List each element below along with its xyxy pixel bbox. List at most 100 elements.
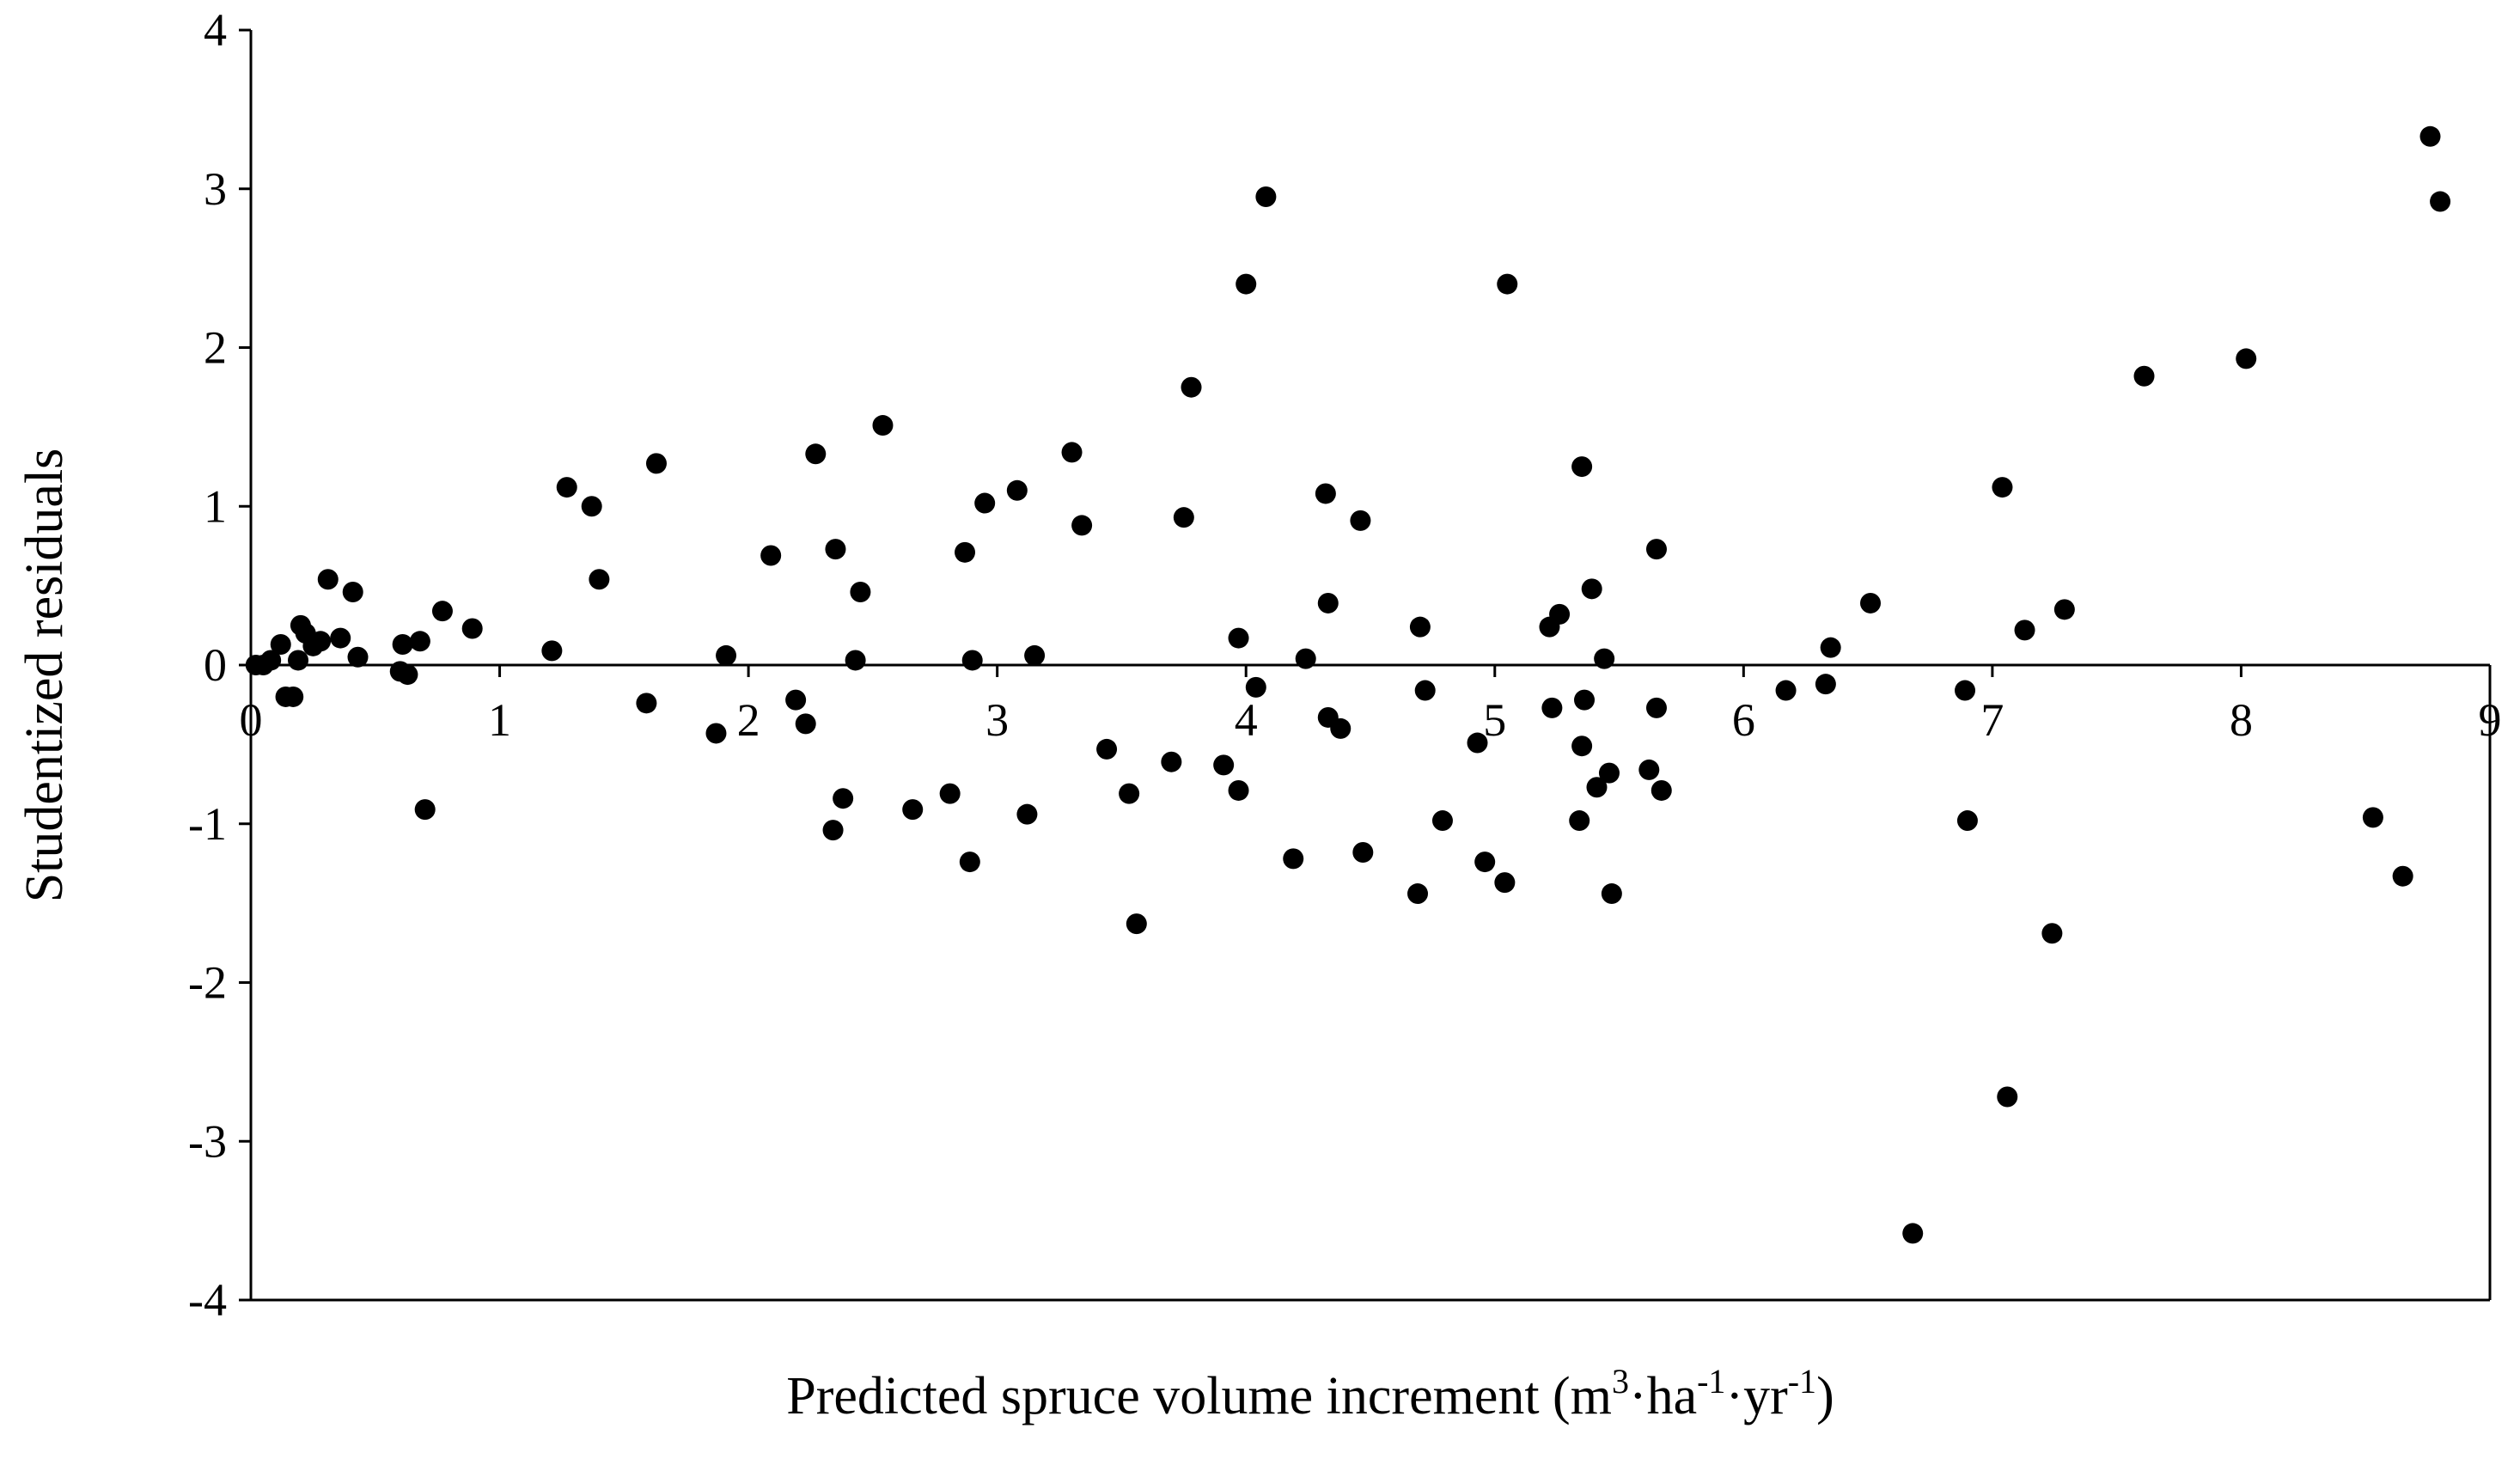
data-point [1571, 736, 1593, 757]
data-point [795, 713, 816, 735]
data-point [959, 852, 980, 873]
x-tick-label: 4 [1235, 694, 1258, 746]
data-point [1016, 803, 1038, 825]
data-point [397, 664, 418, 686]
x-tick-label: 5 [1483, 694, 1506, 746]
data-point [1571, 456, 1593, 478]
x-tick-labels: 0 1 2 3 4 5 6 7 8 9 [240, 694, 2502, 746]
y-tick-label: 0 [204, 639, 227, 691]
y-tick-label: -1 [188, 798, 227, 850]
data-point [589, 569, 610, 590]
data-point [1586, 777, 1608, 798]
data-point [288, 650, 309, 671]
y-tick-label: 3 [204, 163, 227, 215]
data-point [1955, 680, 1976, 701]
data-point [955, 541, 976, 563]
data-point [556, 477, 577, 498]
data-point [872, 415, 894, 436]
data-point [1775, 680, 1797, 701]
data-point [1071, 515, 1093, 536]
data-point [705, 723, 727, 744]
data-point [461, 618, 483, 639]
data-point [1645, 539, 1667, 560]
data-point [1574, 689, 1596, 711]
data-point [431, 601, 453, 622]
data-point [1902, 1223, 1924, 1244]
data-point [1409, 616, 1431, 638]
data-point [330, 627, 351, 649]
data-point [845, 650, 866, 671]
x-axis-ticks [249, 665, 2492, 677]
data-point [541, 640, 563, 662]
data-point [342, 582, 363, 603]
data-point [1601, 883, 1622, 905]
data-point [1860, 592, 1882, 613]
data-point [1638, 759, 1660, 780]
data-point [2133, 365, 2155, 387]
data-point [1024, 644, 1046, 666]
x-tick-label: 1 [488, 694, 511, 746]
data-point [2362, 807, 2383, 828]
data-point [409, 631, 430, 652]
x-tick-label: 7 [1980, 694, 2004, 746]
data-point [1255, 186, 1277, 207]
x-tick-label: 9 [2479, 694, 2502, 746]
y-tick-label: -3 [188, 1115, 227, 1167]
data-point [1181, 376, 1202, 398]
data-point [1651, 779, 1672, 801]
data-point [1350, 510, 1371, 531]
data-point [1815, 674, 1836, 695]
data-point [1497, 273, 1518, 295]
data-point [636, 693, 657, 714]
data-point [1997, 1086, 2018, 1108]
data-point [760, 545, 782, 566]
data-point [822, 820, 844, 841]
x-axis-title: Predicted spruce volume increment (m3·ha… [786, 1362, 1834, 1425]
data-point [1414, 680, 1436, 701]
data-point [1598, 762, 1620, 784]
data-point [2041, 923, 2063, 944]
data-point [974, 492, 996, 514]
data-point [785, 689, 807, 711]
x-tick-label: 2 [737, 694, 760, 746]
data-point [939, 783, 961, 804]
data-point [1494, 872, 1516, 894]
data-point [1006, 479, 1028, 501]
data-point [392, 633, 413, 655]
data-point [850, 582, 871, 603]
data-point [1173, 507, 1194, 528]
data-point [1407, 883, 1429, 905]
data-point [1213, 754, 1235, 776]
x-tick-label: 3 [985, 694, 1009, 746]
data-point [1245, 676, 1266, 698]
data-point [1594, 648, 1615, 669]
y-tick-label: -4 [188, 1274, 227, 1326]
data-point [1283, 848, 1304, 870]
data-point [825, 539, 846, 560]
y-axis-title: Studentized residuals [15, 449, 74, 903]
data-point [902, 799, 924, 821]
data-point [1645, 697, 1667, 718]
data-point [1956, 810, 1978, 832]
x-tick-label: 0 [240, 694, 263, 746]
data-point [581, 496, 602, 517]
y-tick-label: 2 [204, 322, 227, 374]
y-axis-ticks [239, 28, 251, 1302]
data-point [716, 644, 737, 666]
data-point [1228, 779, 1249, 801]
data-point [961, 650, 983, 671]
data-point [2430, 191, 2451, 212]
data-point [1549, 603, 1571, 625]
data-point [1992, 477, 2013, 498]
data-point [1126, 913, 1147, 935]
data-point [1569, 810, 1590, 832]
y-tick-label: -2 [188, 957, 227, 1009]
data-point [283, 686, 304, 707]
data-point [1096, 738, 1118, 760]
data-point [1228, 627, 1249, 649]
data-point [1295, 648, 1316, 669]
data-point [1315, 483, 1336, 504]
y-tick-labels: -4 -3 -2 -1 0 1 2 3 4 [188, 4, 227, 1326]
y-tick-label: 1 [204, 480, 227, 532]
